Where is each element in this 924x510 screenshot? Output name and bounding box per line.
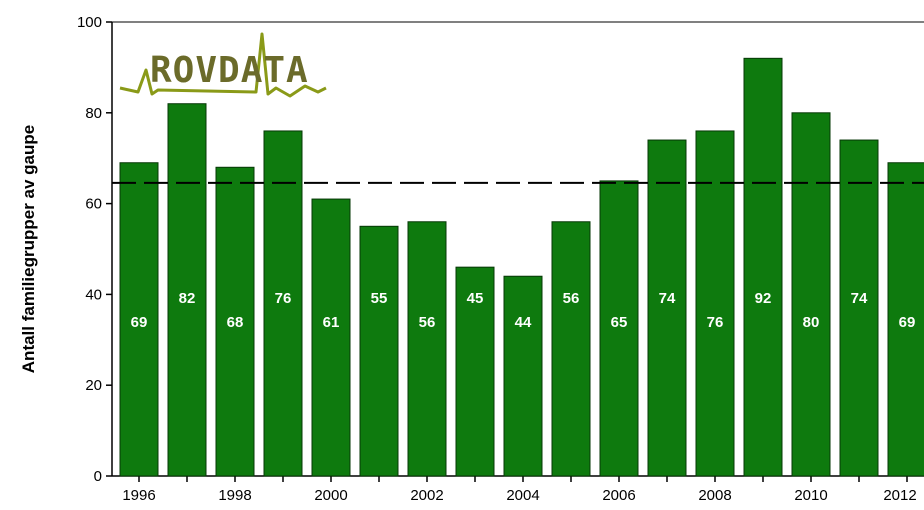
y-ticks: 0 20 40 60 80 100: [77, 14, 112, 485]
x-ticks: 1996 1998 2000 2002 2004 2006 2008 2010 2012: [122, 476, 917, 504]
bar-2002: [407, 221, 447, 477]
data-label-1997: 82: [179, 290, 196, 307]
data-label-2007: 74: [659, 290, 676, 307]
x-tick-label: 2010: [794, 487, 827, 504]
y-tick-label: 20: [85, 377, 102, 394]
data-label-1998: 68: [227, 314, 244, 331]
x-tick-label: 2012: [883, 487, 916, 504]
data-label-2006: 65: [611, 314, 628, 331]
x-tick-label: 1996: [122, 487, 155, 504]
x-tick-label: 2004: [506, 487, 539, 504]
bar-2003: [455, 266, 495, 477]
bar-2011: [839, 139, 879, 477]
data-label-2010: 80: [803, 314, 820, 331]
x-tick-label: 2002: [410, 487, 443, 504]
data-label-2000: 61: [323, 314, 340, 331]
data-label-2003: 45: [467, 290, 484, 307]
y-tick-label: 100: [77, 14, 102, 31]
bar-1997: [167, 103, 207, 477]
data-label-2008: 76: [707, 314, 724, 331]
y-axis-label: Antall familiegrupper av gaupe: [19, 125, 38, 373]
x-tick-label: 1998: [218, 487, 251, 504]
data-label-2005: 56: [563, 290, 580, 307]
data-label-2004: 44: [515, 314, 532, 331]
bar-2010: [791, 112, 831, 477]
rovdata-logo-icon: ROVDATA: [119, 32, 327, 98]
data-label-2001: 55: [371, 290, 388, 307]
x-tick-label: 2006: [602, 487, 635, 504]
data-label-2011: 74: [851, 290, 868, 307]
data-label-2009: 92: [755, 290, 772, 307]
data-label-2012: 69: [899, 314, 916, 331]
bars: [119, 57, 924, 477]
bar-2007: [647, 139, 687, 477]
x-tick-label: 2008: [698, 487, 731, 504]
y-tick-label: 80: [85, 105, 102, 122]
bar-1996: [119, 162, 159, 477]
bar-2005: [551, 221, 591, 477]
bar-2004: [503, 275, 543, 477]
bar-2000: [311, 198, 351, 477]
bar-2008: [695, 130, 735, 477]
bar-1998: [215, 166, 255, 477]
bar-2001: [359, 225, 399, 477]
y-tick-label: 40: [85, 286, 102, 303]
x-tick-label: 2000: [314, 487, 347, 504]
bar-2009: [743, 57, 783, 477]
data-label-1999: 76: [275, 290, 292, 307]
y-tick-label: 0: [94, 468, 102, 485]
bar-2012: [887, 162, 924, 477]
bar-1999: [263, 130, 303, 477]
data-label-2002: 56: [419, 314, 436, 331]
data-label-1996: 69: [131, 314, 148, 331]
y-tick-label: 60: [85, 196, 102, 213]
logo-heartbeat-line: [119, 32, 327, 98]
data-labels: 69 82 68 76 61 55 56 45 44 56 65 74 76 92 80 74 69: [131, 290, 916, 331]
bar-2006: [599, 180, 639, 477]
logo-text: ROVDATA: [150, 50, 309, 91]
